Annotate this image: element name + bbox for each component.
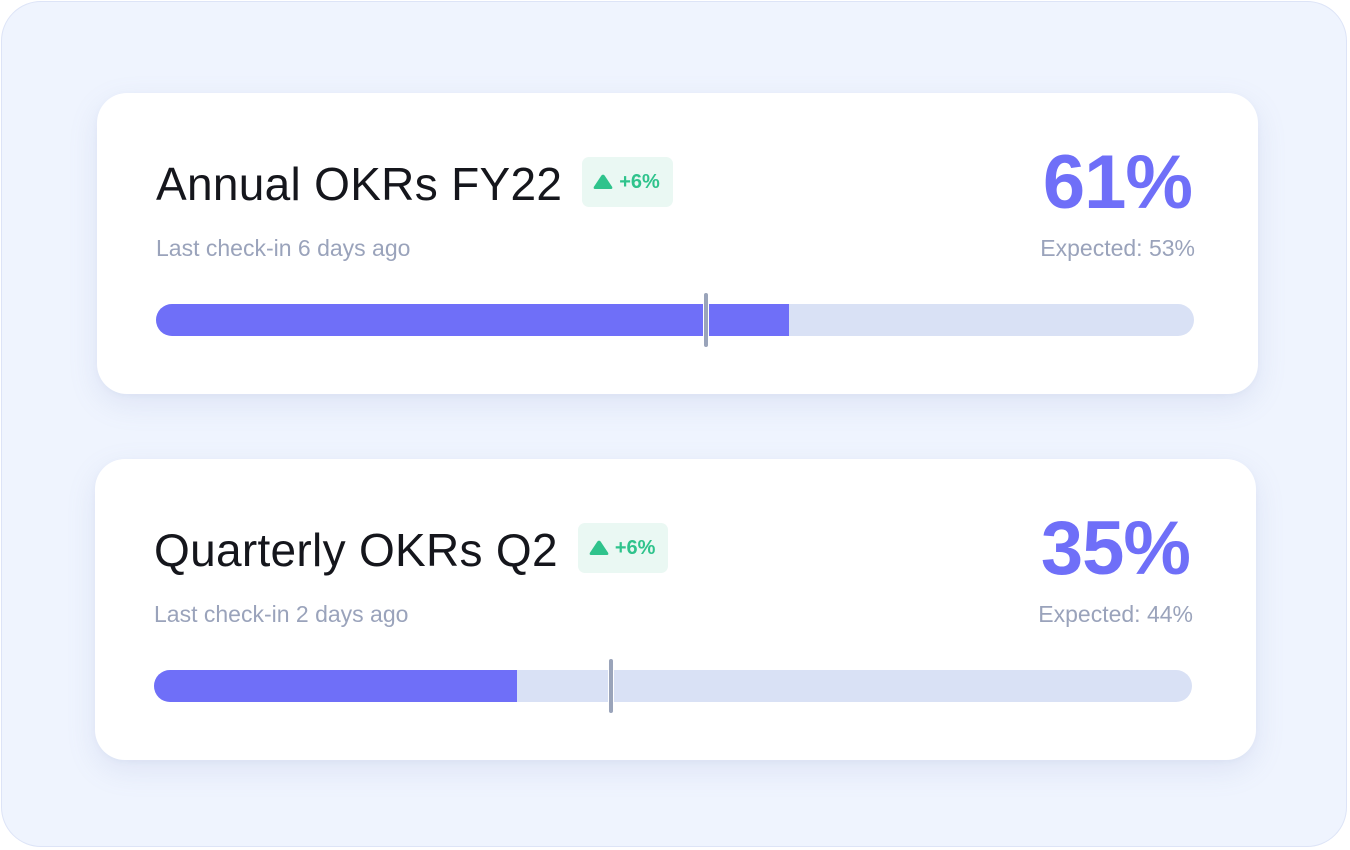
okr-title: Quarterly OKRs Q2: [154, 524, 558, 576]
expected-percent: Expected: 44%: [1038, 601, 1193, 627]
change-badge-text: +6%: [619, 170, 660, 193]
okr-title: Annual OKRs FY22: [156, 158, 563, 210]
triangle-up-icon: [593, 174, 613, 189]
change-badge-text: +6%: [614, 536, 656, 559]
progress-track: [154, 658, 1192, 714]
okr-title-row: Annual OKRs FY22 +6%: [156, 157, 673, 210]
expected-marker: [703, 292, 710, 348]
last-checkin: Last check-in 6 days ago: [156, 235, 411, 261]
okr-card-quarterly[interactable]: Quarterly OKRs Q2 +6% Last check-in 2 da…: [95, 459, 1256, 760]
progress-track: [156, 292, 1194, 348]
progress-fill: [156, 304, 790, 336]
okr-card-annual[interactable]: Annual OKRs FY22 +6% Last check-in 6 day…: [97, 93, 1258, 394]
change-badge: +6%: [577, 523, 669, 573]
change-badge: +6%: [582, 157, 673, 207]
okr-title-row: Quarterly OKRs Q2 +6%: [154, 523, 669, 576]
progress-percent: 35%: [1040, 506, 1191, 591]
triangle-up-icon: [589, 540, 609, 555]
progress-percent: 61%: [1042, 140, 1193, 225]
last-checkin: Last check-in 2 days ago: [154, 601, 409, 627]
expected-marker: [607, 658, 614, 714]
progress-fill: [154, 670, 518, 702]
expected-percent: Expected: 53%: [1040, 235, 1195, 261]
